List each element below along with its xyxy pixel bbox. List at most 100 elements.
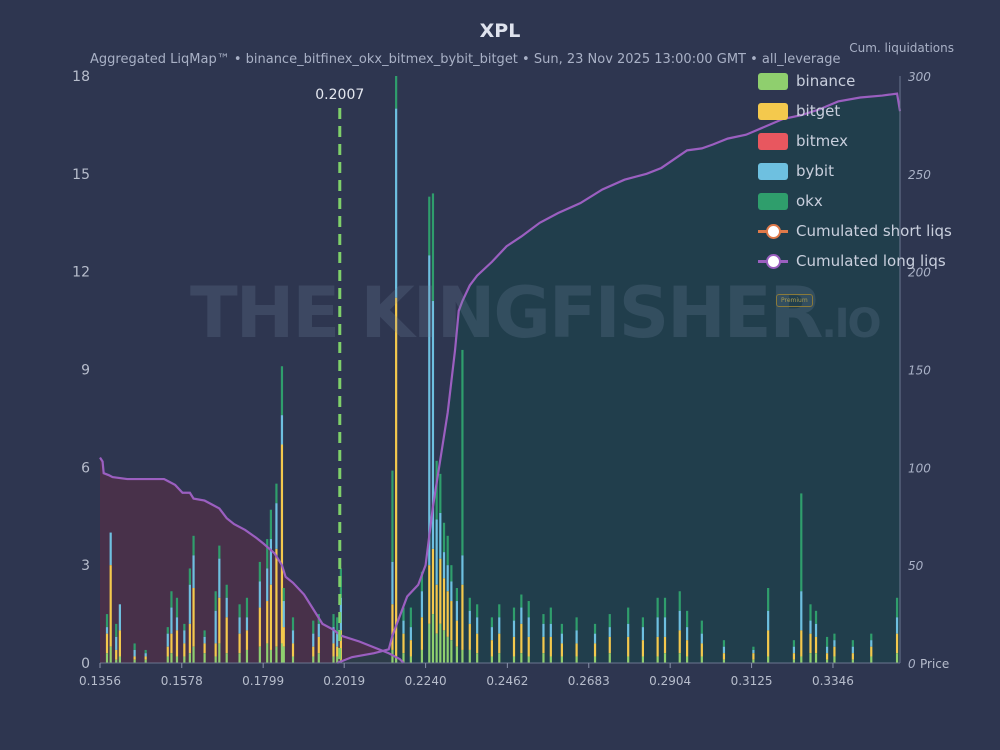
bar-binance bbox=[700, 656, 703, 663]
chart-subtitle: Aggregated LiqMap™ • binance_bitfinex_ok… bbox=[90, 52, 841, 67]
y-tick-label: 9 bbox=[81, 363, 90, 379]
bar-binance bbox=[442, 630, 446, 663]
bar-bybit bbox=[280, 415, 284, 445]
bar-bybit bbox=[641, 627, 645, 641]
legend-item-okx[interactable]: okx bbox=[758, 186, 952, 216]
bar-bitget bbox=[722, 653, 726, 660]
bar-binance bbox=[435, 633, 438, 663]
bar-bybit bbox=[317, 623, 320, 637]
bar-bitget bbox=[133, 656, 136, 660]
bar-bybit bbox=[188, 584, 191, 624]
legend-item-long-liqs[interactable]: Cumulated long liqs bbox=[758, 246, 952, 276]
bar-bitget bbox=[420, 617, 424, 650]
legend-item-bybit[interactable]: bybit bbox=[758, 156, 952, 186]
bar-bitget bbox=[105, 633, 109, 654]
bar-okx bbox=[700, 620, 703, 634]
bar-bitget bbox=[593, 643, 597, 657]
x-tick-label: 0.2683 bbox=[568, 674, 610, 688]
y-tick-label: 18 bbox=[72, 69, 90, 85]
bar-bitget bbox=[792, 653, 796, 660]
bar-binance bbox=[476, 653, 479, 663]
bar-okx bbox=[105, 614, 109, 628]
x-tick-label: 0.3346 bbox=[812, 674, 854, 688]
bar-binance bbox=[663, 653, 667, 663]
bar-binance bbox=[825, 659, 829, 663]
legend-item-short-liqs[interactable]: Cumulated short liqs bbox=[758, 216, 952, 246]
bar-binance bbox=[336, 656, 339, 663]
bar-okx bbox=[336, 617, 339, 634]
bar-binance bbox=[428, 623, 431, 663]
bar-okx bbox=[800, 493, 803, 592]
bar-okx bbox=[133, 643, 136, 650]
bar-bybit bbox=[575, 630, 578, 644]
x-tick-label: 0.3125 bbox=[731, 674, 773, 688]
bar-okx bbox=[593, 623, 597, 634]
bar-bybit bbox=[752, 649, 755, 654]
bar-binance bbox=[258, 646, 261, 663]
bar-binance bbox=[792, 659, 796, 663]
bar-binance bbox=[490, 656, 493, 663]
bar-binance bbox=[188, 653, 191, 663]
bar-okx bbox=[225, 584, 228, 598]
price-axis-label: Price bbox=[920, 657, 949, 671]
bar-okx bbox=[188, 568, 191, 585]
bar-bitget bbox=[109, 565, 112, 647]
bar-bybit bbox=[442, 552, 446, 579]
bar-bybit bbox=[282, 601, 285, 628]
legend-item-bitget[interactable]: bitget bbox=[758, 96, 952, 126]
bar-binance bbox=[814, 653, 818, 663]
bar-bybit bbox=[312, 633, 315, 647]
bar-bybit bbox=[722, 646, 726, 654]
bar-bitget bbox=[266, 601, 269, 644]
bar-binance bbox=[317, 653, 320, 663]
bar-bybit bbox=[468, 610, 471, 624]
bar-bybit bbox=[809, 620, 812, 634]
bar-binance bbox=[527, 656, 530, 663]
current-price-label: 0.2007 bbox=[315, 87, 364, 103]
bar-bybit bbox=[825, 646, 829, 654]
bar-binance bbox=[560, 656, 563, 663]
bar-bybit bbox=[792, 646, 796, 654]
bar-bybit bbox=[192, 555, 195, 588]
bybit-swatch bbox=[758, 162, 788, 180]
bar-okx bbox=[192, 535, 195, 556]
bar-binance bbox=[118, 656, 121, 663]
bar-bybit bbox=[686, 627, 689, 641]
bar-bybit bbox=[490, 627, 493, 641]
bar-bitget bbox=[446, 591, 449, 637]
bar-okx bbox=[170, 591, 173, 608]
bar-binance bbox=[627, 656, 630, 663]
short-liqs-line bbox=[99, 456, 405, 664]
bar-bitget bbox=[767, 630, 770, 657]
bar-binance bbox=[391, 649, 394, 663]
bar-bitget bbox=[560, 643, 563, 657]
bar-binance bbox=[225, 653, 228, 663]
bar-okx bbox=[752, 646, 755, 650]
bar-bitget bbox=[431, 548, 435, 615]
bar-binance bbox=[280, 643, 284, 663]
bar-okx bbox=[686, 610, 689, 628]
bar-okx bbox=[455, 587, 459, 602]
bar-okx bbox=[792, 640, 796, 647]
long-liqs-swatch bbox=[758, 253, 788, 270]
bar-binance bbox=[722, 659, 726, 663]
okx-swatch bbox=[758, 192, 788, 210]
bar-bitget bbox=[291, 643, 295, 657]
bar-bybit bbox=[627, 623, 630, 637]
bar-bitget bbox=[809, 633, 812, 654]
bar-bybit bbox=[527, 617, 530, 637]
legend-item-binance[interactable]: binance bbox=[758, 66, 952, 96]
bar-bybit bbox=[431, 301, 435, 549]
bar-okx bbox=[767, 587, 770, 611]
bar-bitget bbox=[225, 617, 228, 654]
bar-bybit bbox=[450, 581, 453, 602]
bar-binance bbox=[282, 646, 285, 663]
bar-bitget bbox=[439, 558, 442, 624]
bar-okx bbox=[218, 545, 221, 559]
bar-bitget bbox=[851, 653, 854, 660]
legend: binance bitget bitmex bybit okx Cumulate… bbox=[758, 66, 952, 276]
bar-bybit bbox=[420, 591, 424, 618]
legend-item-bitmex[interactable]: bitmex bbox=[758, 126, 952, 156]
bar-bitget bbox=[752, 653, 755, 660]
bar-okx bbox=[144, 649, 147, 654]
